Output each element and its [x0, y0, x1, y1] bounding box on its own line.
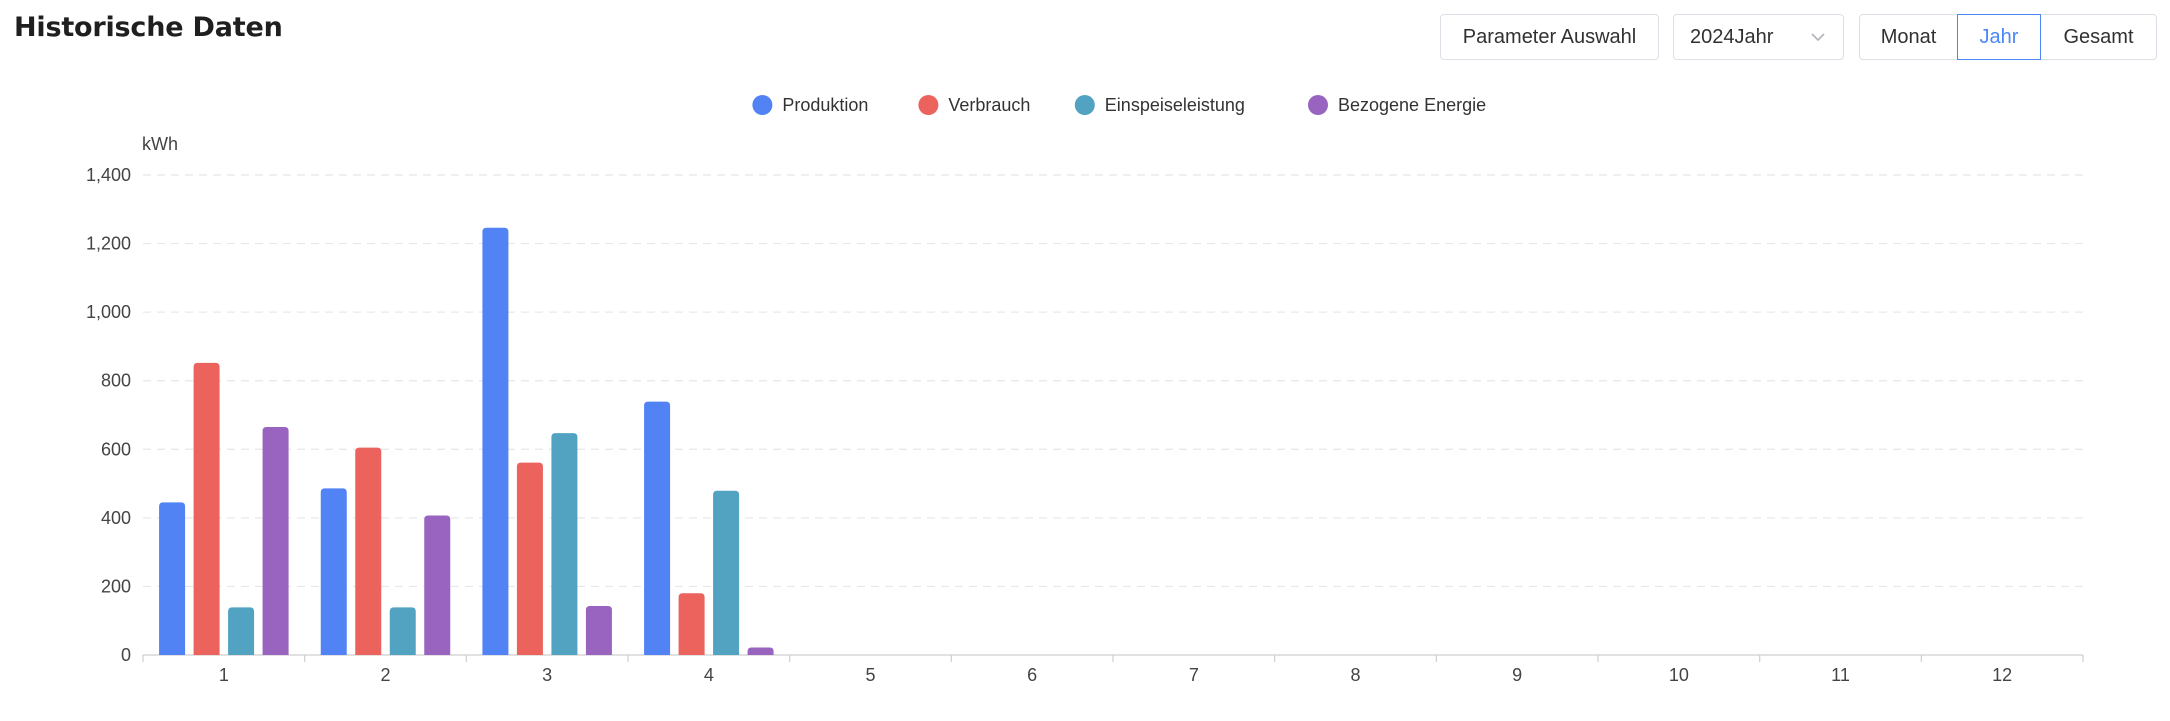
bar: [228, 607, 255, 655]
legend-marker: [1308, 95, 1328, 115]
y-tick-label: 200: [101, 576, 131, 596]
legend-label: Bezogene Energie: [1338, 95, 1486, 115]
x-tick-label: 7: [1189, 665, 1199, 685]
bar: [516, 462, 543, 655]
parameter-selection-button[interactable]: Parameter Auswahl: [1440, 14, 1659, 60]
legend-label: Verbrauch: [948, 95, 1030, 115]
x-tick-label: 5: [865, 665, 875, 685]
tab-monat[interactable]: Monat: [1859, 14, 1958, 60]
legend-label: Produktion: [782, 95, 868, 115]
x-tick-label: 12: [1992, 665, 2012, 685]
x-tick-label: 8: [1350, 665, 1360, 685]
tab-gesamt[interactable]: Gesamt: [2040, 14, 2157, 60]
y-tick-label: 0: [121, 645, 131, 665]
y-tick-label: 1,200: [86, 234, 131, 254]
y-tick-label: 800: [101, 371, 131, 391]
year-select[interactable]: 2024Jahr: [1673, 14, 1844, 60]
chevron-down-icon: [1809, 28, 1827, 46]
year-select-value: 2024Jahr: [1690, 25, 1774, 48]
bar: [424, 515, 451, 655]
bar: [159, 502, 186, 655]
bar: [644, 401, 671, 655]
x-tick-label: 2: [380, 665, 390, 685]
bar: [551, 433, 578, 655]
bar: [482, 227, 509, 656]
page-title: Historische Daten: [14, 12, 283, 43]
x-tick-label: 1: [219, 665, 229, 685]
bar: [193, 362, 220, 655]
bar: [678, 593, 705, 655]
bar: [747, 647, 774, 655]
period-toggle: Monat Jahr Gesamt: [1859, 14, 2157, 60]
bar: [262, 427, 289, 655]
tab-jahr[interactable]: Jahr: [1957, 14, 2041, 60]
bar: [320, 488, 347, 655]
legend-marker: [918, 95, 939, 115]
y-tick-label: 400: [101, 508, 131, 528]
y-tick-label: 1,400: [86, 165, 131, 185]
x-tick-label: 10: [1669, 665, 1689, 685]
x-tick-label: 4: [704, 665, 714, 685]
legend-label: Einspeiseleistung: [1105, 95, 1245, 115]
y-axis-label: kWh: [142, 134, 178, 154]
x-tick-label: 11: [1831, 665, 1850, 685]
y-tick-label: 600: [101, 439, 131, 459]
x-tick-label: 6: [1027, 665, 1037, 685]
bar: [389, 607, 416, 655]
bar: [355, 447, 382, 655]
x-tick-label: 3: [542, 665, 552, 685]
y-tick-label: 1,000: [86, 302, 131, 322]
x-tick-label: 9: [1512, 665, 1522, 685]
bar: [585, 605, 612, 655]
legend-marker: [752, 95, 773, 115]
legend-marker: [1074, 95, 1095, 115]
bar: [713, 490, 740, 655]
